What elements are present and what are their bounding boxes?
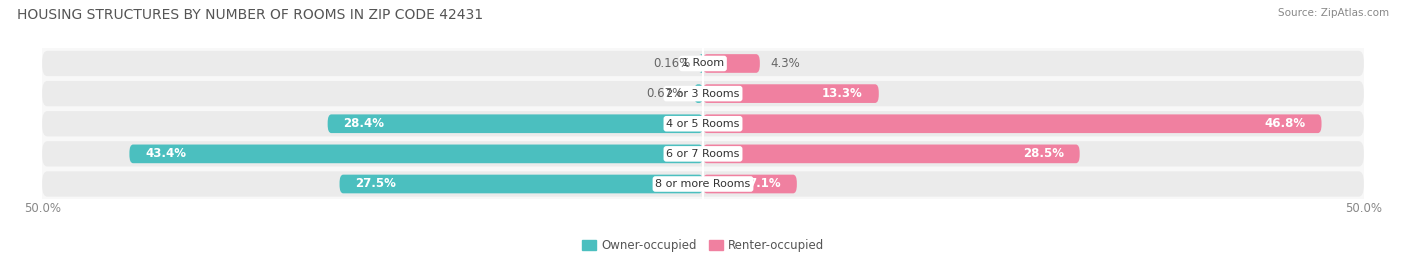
- Text: HOUSING STRUCTURES BY NUMBER OF ROOMS IN ZIP CODE 42431: HOUSING STRUCTURES BY NUMBER OF ROOMS IN…: [17, 8, 484, 22]
- Text: 2 or 3 Rooms: 2 or 3 Rooms: [666, 89, 740, 99]
- FancyBboxPatch shape: [42, 171, 1364, 197]
- FancyBboxPatch shape: [129, 144, 703, 163]
- FancyBboxPatch shape: [42, 81, 1364, 106]
- Text: 28.5%: 28.5%: [1022, 147, 1064, 160]
- Text: 8 or more Rooms: 8 or more Rooms: [655, 179, 751, 189]
- Text: 1 Room: 1 Room: [682, 58, 724, 69]
- Text: 4 or 5 Rooms: 4 or 5 Rooms: [666, 119, 740, 129]
- Text: 27.5%: 27.5%: [356, 178, 396, 190]
- Text: 0.16%: 0.16%: [652, 57, 690, 70]
- FancyBboxPatch shape: [699, 54, 704, 73]
- Text: 43.4%: 43.4%: [145, 147, 186, 160]
- FancyBboxPatch shape: [695, 84, 703, 103]
- Text: 0.67%: 0.67%: [647, 87, 683, 100]
- Legend: Owner-occupied, Renter-occupied: Owner-occupied, Renter-occupied: [578, 234, 828, 256]
- FancyBboxPatch shape: [703, 144, 1080, 163]
- FancyBboxPatch shape: [703, 84, 879, 103]
- FancyBboxPatch shape: [703, 175, 797, 193]
- Text: 7.1%: 7.1%: [748, 178, 780, 190]
- FancyBboxPatch shape: [42, 111, 1364, 136]
- Text: Source: ZipAtlas.com: Source: ZipAtlas.com: [1278, 8, 1389, 18]
- FancyBboxPatch shape: [703, 114, 1322, 133]
- FancyBboxPatch shape: [703, 54, 759, 73]
- FancyBboxPatch shape: [339, 175, 703, 193]
- Text: 28.4%: 28.4%: [343, 117, 384, 130]
- Text: 4.3%: 4.3%: [770, 57, 800, 70]
- FancyBboxPatch shape: [42, 141, 1364, 167]
- Text: 46.8%: 46.8%: [1264, 117, 1306, 130]
- FancyBboxPatch shape: [328, 114, 703, 133]
- Text: 6 or 7 Rooms: 6 or 7 Rooms: [666, 149, 740, 159]
- FancyBboxPatch shape: [42, 51, 1364, 76]
- Text: 13.3%: 13.3%: [823, 87, 863, 100]
